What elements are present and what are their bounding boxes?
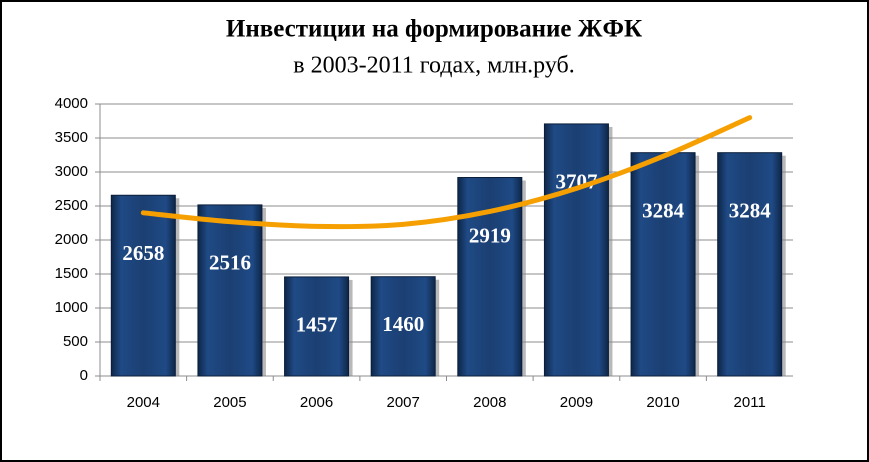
y-tick-label: 3000 bbox=[55, 163, 88, 180]
data-label: 1460 bbox=[382, 312, 424, 336]
x-tick-label: 2010 bbox=[646, 394, 679, 411]
y-tick-label: 500 bbox=[63, 333, 88, 350]
bar bbox=[717, 152, 783, 377]
x-tick-label: 2005 bbox=[213, 394, 246, 411]
x-tick-label: 2008 bbox=[473, 394, 506, 411]
bar bbox=[197, 204, 263, 377]
y-tick-label: 1500 bbox=[55, 265, 88, 282]
bar bbox=[284, 276, 350, 377]
data-label: 3284 bbox=[642, 199, 685, 223]
y-tick-label: 1000 bbox=[55, 299, 88, 316]
bar bbox=[370, 276, 436, 377]
x-tick-label: 2004 bbox=[127, 394, 160, 411]
y-tick-label: 0 bbox=[80, 367, 88, 384]
data-label: 3284 bbox=[729, 199, 772, 223]
data-label: 2516 bbox=[209, 251, 251, 275]
data-label: 1457 bbox=[296, 312, 338, 336]
y-tick-label: 4000 bbox=[55, 95, 88, 112]
x-tick-label: 2007 bbox=[387, 394, 420, 411]
x-tick-label: 2006 bbox=[300, 394, 333, 411]
x-tick-label: 2011 bbox=[734, 394, 766, 411]
x-tick-label: 2009 bbox=[560, 394, 593, 411]
y-tick-label: 2500 bbox=[55, 197, 88, 214]
chart-subtitle: в 2003-2011 годах, млн.руб. bbox=[293, 53, 574, 79]
data-label: 2658 bbox=[122, 241, 164, 265]
data-label: 2919 bbox=[469, 223, 511, 247]
chart-title: Инвестиции на формирование ЖФК bbox=[226, 16, 642, 43]
bar bbox=[630, 152, 696, 377]
y-tick-label: 2000 bbox=[55, 231, 88, 248]
trend-line bbox=[140, 115, 753, 230]
y-tick-label: 3500 bbox=[55, 129, 88, 146]
bar bbox=[110, 194, 176, 377]
bar bbox=[543, 123, 609, 377]
